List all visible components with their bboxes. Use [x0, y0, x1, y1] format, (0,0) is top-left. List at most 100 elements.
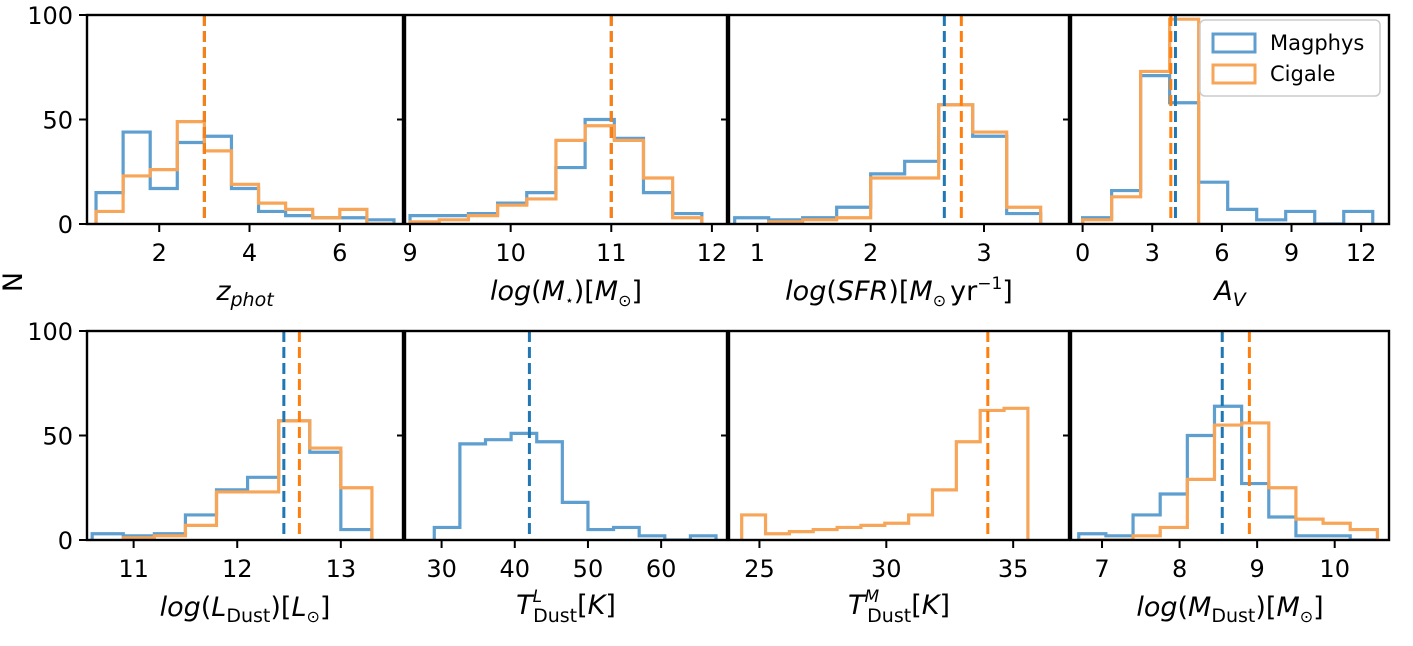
x-axis-label-part: ]	[320, 592, 331, 623]
x-axis-label-part: M	[1188, 592, 1211, 623]
x-tick-label: 10	[495, 239, 526, 267]
panel-frame	[85, 13, 405, 226]
x-axis-label: AV	[1212, 276, 1247, 311]
x-axis-label-part: (	[826, 276, 837, 307]
x-axis-label-part: M	[595, 276, 618, 307]
plot-area	[1077, 331, 1379, 540]
histogram-step-magphys	[733, 103, 1043, 224]
x-axis-label-part: log	[1136, 592, 1177, 623]
panel-T_dust_M: 25 30 35 TM Dust[K]	[721, 329, 1071, 627]
y-tick-label: 50	[42, 107, 73, 135]
plot-area	[432, 331, 718, 540]
x-tick-label: 2	[152, 239, 167, 267]
y-axis-label: N	[0, 272, 29, 292]
x-axis-label-part: ]	[632, 276, 643, 307]
x-axis-label-part: phot	[230, 289, 276, 311]
x-tick-label: 35	[998, 555, 1029, 583]
x-axis-label-part: yr	[950, 276, 978, 307]
x-tick-label: 11	[596, 239, 627, 267]
x-axis-label-part: M	[542, 276, 565, 307]
x-tick-label: 7	[1094, 555, 1109, 583]
x-axis-label-part: (	[531, 276, 542, 307]
histogram-step-cigale	[1081, 17, 1201, 224]
x-axis-label-part: (	[1177, 592, 1188, 623]
x-axis-label: TL Dust[K]	[516, 587, 616, 627]
plot-area	[90, 331, 374, 540]
plot-area	[740, 331, 1030, 540]
x-axis-label-part: L	[291, 592, 306, 623]
histogram-step-magphys	[432, 431, 718, 540]
histogram-step-cigale	[408, 124, 704, 224]
panel-T_dust_L: 30 40 50 60 TL Dust[K]	[397, 329, 729, 627]
panel-log_ldust: 11 12 13 0 50 100 log(LDust)[L⊙]	[27, 318, 405, 627]
x-axis-label-part: ]	[1002, 276, 1013, 307]
x-axis-label: log(LDust)[L⊙]	[160, 592, 331, 627]
x-axis-label-part: T	[848, 590, 867, 621]
x-tick-label: 8	[1172, 555, 1187, 583]
x-tick-label: 60	[646, 555, 677, 583]
histogram-step-magphys	[90, 419, 374, 540]
x-axis-label-part: [	[577, 590, 588, 621]
y-tick-label: 100	[27, 318, 73, 346]
panel-frame	[727, 13, 1071, 226]
legend-label-cigale: Cigale	[1270, 62, 1335, 86]
x-tick-label: 12	[697, 239, 728, 267]
x-axis-label-part: )[	[1255, 592, 1276, 623]
x-axis-label: TM Dust[K]	[848, 587, 950, 627]
x-axis-label-part: )[	[888, 276, 909, 307]
panel-frame	[403, 13, 729, 226]
x-tick-label: 9	[402, 239, 417, 267]
histogram-step-magphys	[94, 130, 396, 224]
x-tick-label: 25	[744, 555, 775, 583]
x-tick-label: 3	[1145, 239, 1160, 267]
panel-frame	[85, 329, 405, 542]
plot-area	[1081, 15, 1375, 224]
x-axis-label: log(SFR)[M⊙ yr−1]	[785, 274, 1013, 310]
x-axis-label-part: V	[1233, 289, 1248, 311]
x-tick-label: 11	[118, 555, 149, 583]
panel-log_mstar: 9 10 11 12 log(M⋆)[M⊙]	[397, 13, 729, 310]
x-axis-label: log(MDust)[M⊙]	[1136, 592, 1323, 627]
panel-log_sfr: 1 2 3 log(SFR)[M⊙ yr−1]	[721, 13, 1071, 310]
x-axis-label-part: ⊙	[1300, 607, 1313, 626]
y-tick-label: 50	[42, 423, 73, 451]
x-axis-label-part: K	[922, 590, 942, 621]
x-axis-label-part: ]	[605, 590, 616, 621]
x-tick-label: 30	[426, 555, 457, 583]
x-axis-label-part: SFR	[837, 276, 888, 307]
x-axis-label: zphot	[215, 276, 275, 311]
x-tick-label: 12	[222, 555, 253, 583]
x-tick-label: 9	[1284, 239, 1299, 267]
panel-frame	[1069, 329, 1391, 542]
x-axis-label-part: Dust	[1211, 605, 1255, 627]
x-tick-label: 13	[326, 555, 357, 583]
histogram-step-cigale	[94, 119, 394, 224]
y-tick-label: 100	[27, 2, 73, 30]
x-tick-label: 4	[242, 239, 257, 267]
legend: Magphys Cigale	[1199, 19, 1381, 97]
x-axis-label-part: [	[911, 590, 922, 621]
panel-A_V: 0 3 6 9 12 AV	[1063, 13, 1391, 311]
y-tick-label: 0	[58, 211, 73, 239]
x-axis-label: log(M⋆)[M⊙]	[490, 276, 642, 310]
x-axis-label-part: ⋆	[565, 293, 574, 309]
x-axis-label-part: log	[160, 592, 201, 623]
y-tick-label: 0	[58, 527, 73, 555]
x-axis-label-part: ⊙	[933, 291, 946, 310]
x-axis-label-part: M	[864, 587, 879, 607]
x-axis-label-part: )[	[574, 276, 595, 307]
x-axis-label-part: )[	[270, 592, 291, 623]
panel-frame	[403, 329, 729, 542]
x-tick-label: 0	[1075, 239, 1090, 267]
histogram-step-magphys	[1077, 404, 1378, 540]
legend-swatch-magphys	[1211, 32, 1257, 54]
x-axis-label-part: M	[909, 276, 932, 307]
x-axis-label-part: K	[588, 590, 608, 621]
x-axis-label-part: L	[533, 587, 542, 607]
x-tick-label: 50	[573, 555, 604, 583]
x-axis-label-part: ]	[939, 590, 950, 621]
x-axis-label-part: z	[215, 276, 231, 307]
x-axis-label-part: A	[1212, 276, 1232, 307]
legend-label-magphys: Magphys	[1270, 31, 1364, 55]
